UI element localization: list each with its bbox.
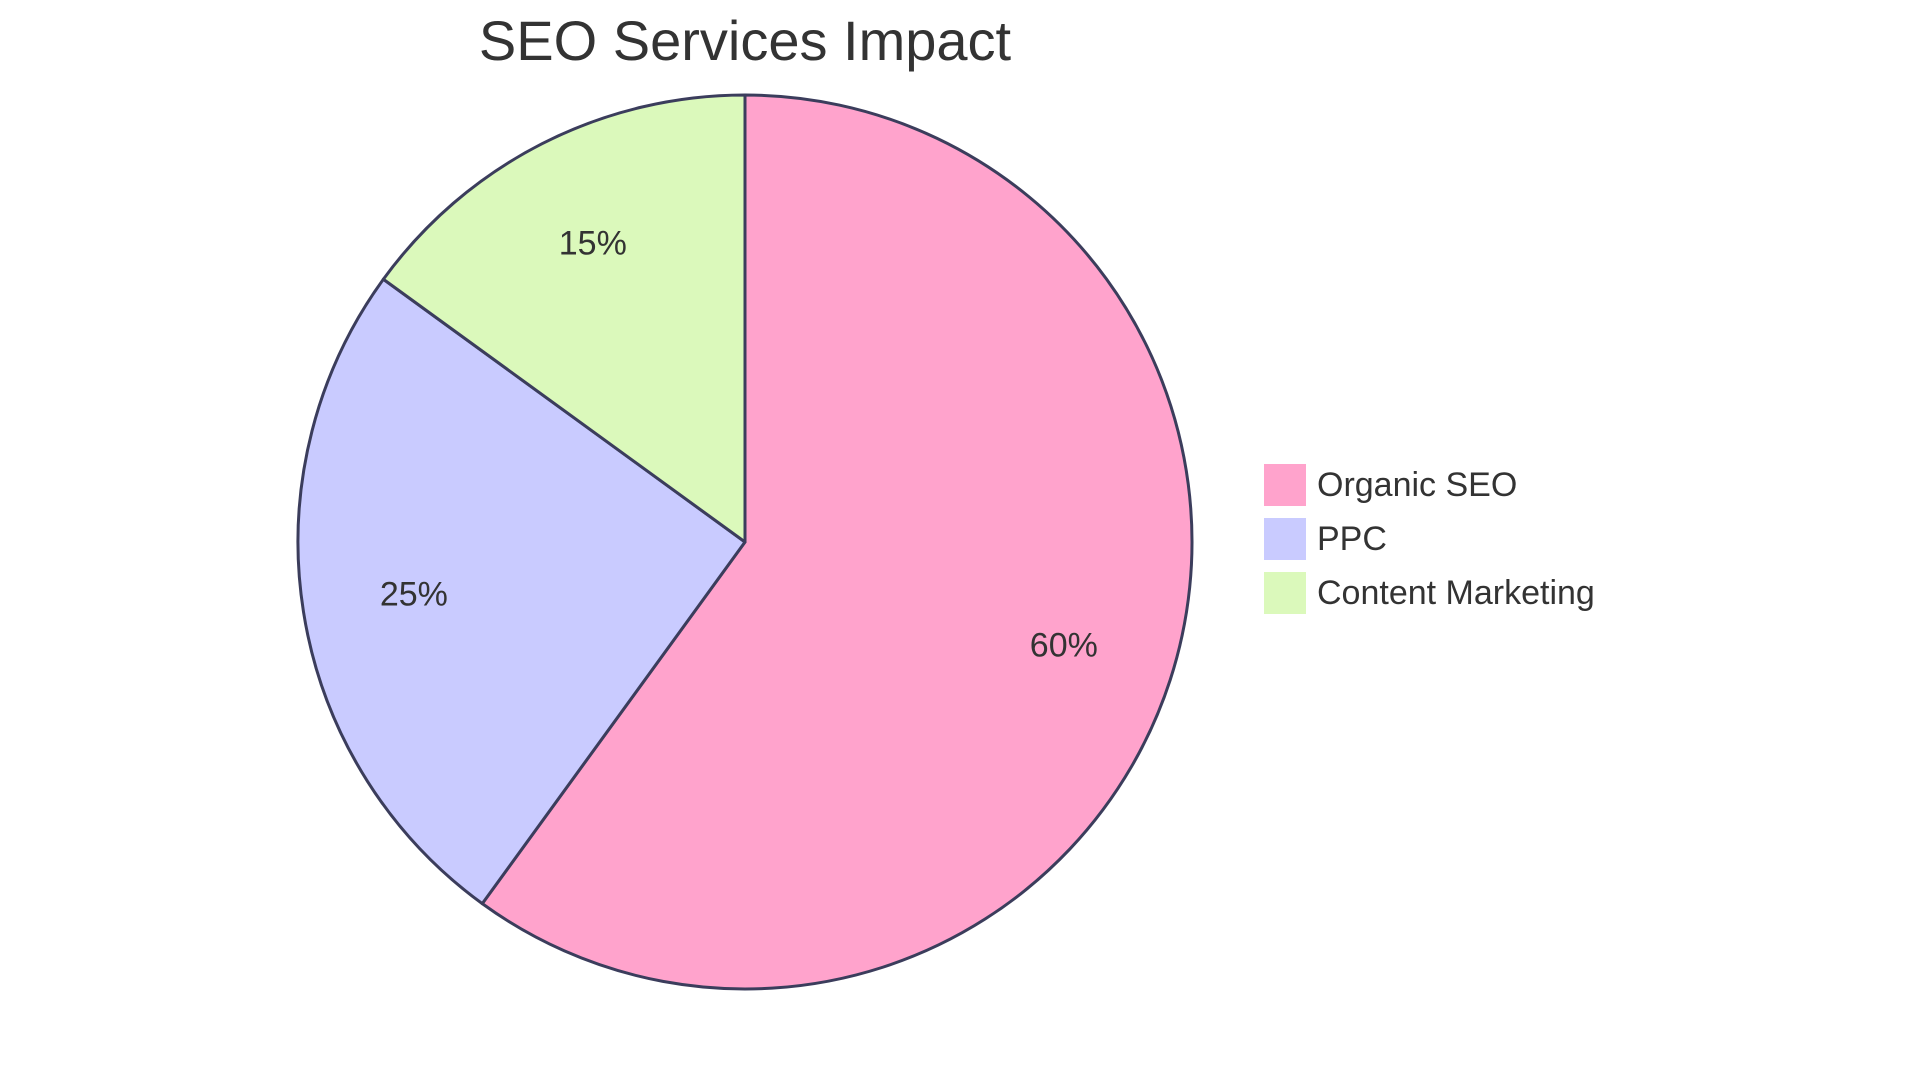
- legend-swatch-content-marketing: [1262, 570, 1308, 616]
- pie-slices: [296, 93, 1194, 991]
- pie-slice-content-marketing: [381, 93, 747, 544]
- chart-legend: Organic SEO PPC Content Marketing: [1262, 462, 1595, 616]
- legend-label-ppc: PPC: [1317, 520, 1387, 558]
- legend-swatch-ppc: [1262, 516, 1308, 562]
- slice-label-organic-seo: 60%: [1030, 627, 1098, 665]
- slice-label-content-marketing: 15%: [559, 224, 627, 262]
- legend-label-organic-seo: Organic SEO: [1317, 466, 1517, 504]
- legend-swatch-organic-seo: [1262, 462, 1308, 508]
- legend-label-content-marketing: Content Marketing: [1317, 574, 1595, 612]
- slice-label-ppc: 25%: [380, 575, 448, 613]
- pie-slice-ppc: [296, 277, 747, 906]
- chart-title: SEO Services Impact: [479, 9, 1012, 72]
- pie-slice-labels: 60% 25% 15%: [380, 224, 1098, 664]
- pie-slice-organic-seo: [480, 93, 1194, 991]
